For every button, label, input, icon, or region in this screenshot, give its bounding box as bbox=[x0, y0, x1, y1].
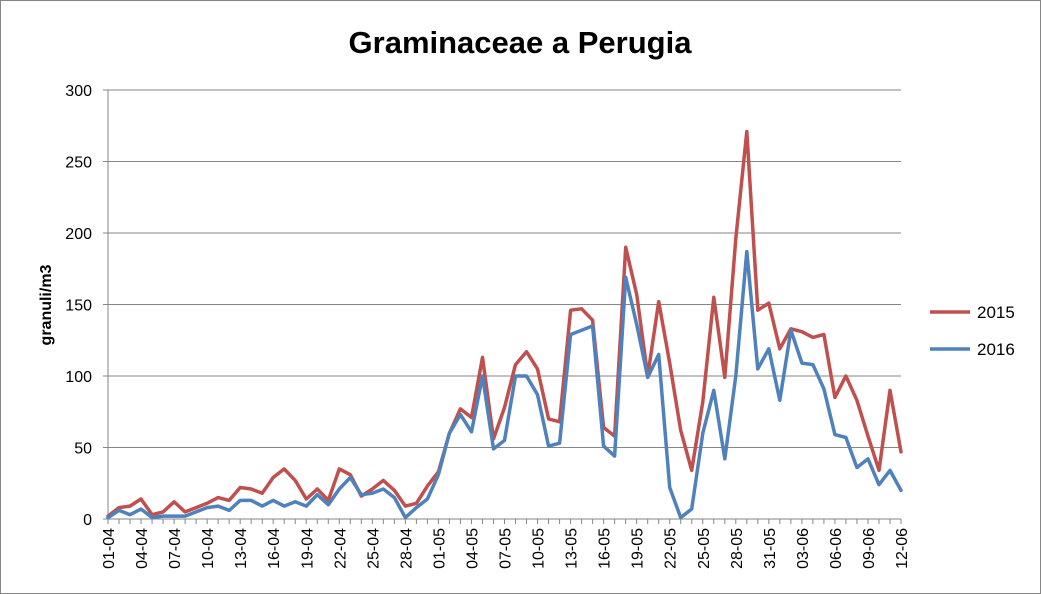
x-tick-label: 16-04 bbox=[266, 528, 283, 569]
x-tick-label: 22-04 bbox=[332, 528, 349, 569]
x-tick-label: 01-04 bbox=[101, 528, 118, 569]
y-tick-label: 250 bbox=[65, 155, 92, 172]
x-axis-ticks: 01-04 04-04 07-04 10-04 13-04 16-04 19-04 22-04… bbox=[101, 519, 911, 569]
y-tick-label: 100 bbox=[65, 369, 92, 386]
legend-label-2015: 2015 bbox=[977, 303, 1015, 322]
x-tick-label: 03-06 bbox=[795, 528, 812, 569]
x-tick-label: 10-05 bbox=[531, 528, 548, 569]
x-tick-label: 28-05 bbox=[729, 528, 746, 569]
x-tick-label: 07-04 bbox=[167, 528, 184, 569]
series-lines bbox=[106, 129, 903, 520]
x-tick-label: 28-04 bbox=[398, 528, 415, 569]
y-tick-label: 0 bbox=[83, 512, 92, 529]
legend: 2015 2016 bbox=[930, 303, 1015, 359]
x-tick-label: 09-06 bbox=[861, 528, 878, 569]
legend-label-2016: 2016 bbox=[977, 340, 1015, 359]
x-tick-label: 25-05 bbox=[696, 528, 713, 569]
gridlines bbox=[108, 89, 901, 448]
x-tick-label: 12-06 bbox=[894, 528, 911, 569]
x-tick-label: 25-04 bbox=[365, 528, 382, 569]
series-line-2015 bbox=[106, 129, 903, 518]
x-tick-label: 31-05 bbox=[762, 528, 779, 569]
y-axis-ticks: 0 50 100 150 200 250 300 bbox=[65, 83, 108, 529]
x-tick-label: 22-05 bbox=[663, 528, 680, 569]
x-tick-label: 19-05 bbox=[630, 528, 647, 569]
x-tick-label: 04-05 bbox=[464, 528, 481, 569]
y-tick-label: 200 bbox=[65, 226, 92, 243]
x-tick-label: 07-05 bbox=[498, 528, 515, 569]
y-tick-label: 150 bbox=[65, 298, 92, 315]
x-tick-label: 04-04 bbox=[134, 528, 151, 569]
x-tick-label: 01-05 bbox=[431, 528, 448, 569]
y-tick-label: 300 bbox=[65, 83, 92, 100]
y-axis-label: granuli/m3 bbox=[38, 264, 55, 345]
x-tick-label: 16-05 bbox=[597, 528, 614, 569]
chart-title: Graminaceae a Perugia bbox=[349, 25, 693, 60]
x-tick-label: 13-04 bbox=[233, 528, 250, 569]
series-line-2016 bbox=[106, 249, 903, 520]
x-tick-label: 06-06 bbox=[828, 528, 845, 569]
x-tick-label: 13-05 bbox=[564, 528, 581, 569]
y-tick-label: 50 bbox=[74, 441, 92, 458]
x-tick-label: 10-04 bbox=[200, 528, 217, 569]
x-tick-label: 19-04 bbox=[299, 528, 316, 569]
